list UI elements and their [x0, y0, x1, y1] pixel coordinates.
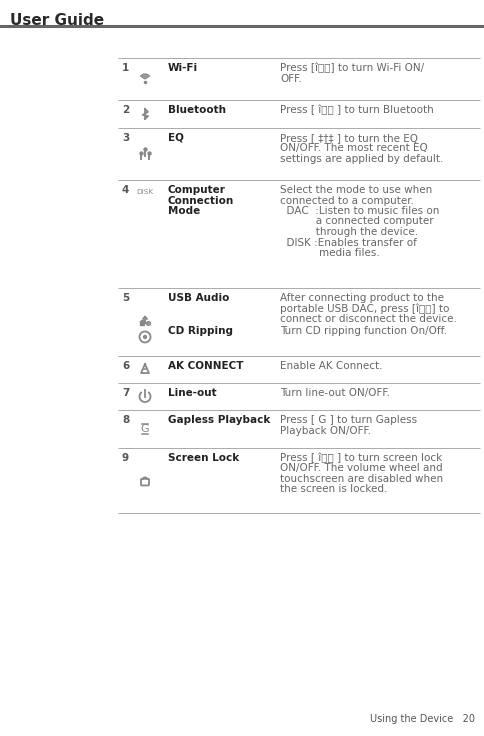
Text: connected to a computer.: connected to a computer.	[279, 196, 413, 205]
Text: After connecting product to the: After connecting product to the	[279, 293, 443, 303]
Text: G: G	[140, 423, 149, 434]
Text: Turn CD ripping function On/Off.: Turn CD ripping function On/Off.	[279, 326, 446, 336]
Text: Press [ ‡†‡ ] to turn the EQ: Press [ ‡†‡ ] to turn the EQ	[279, 133, 417, 143]
Text: Using the Device   20: Using the Device 20	[369, 714, 474, 724]
Text: 4: 4	[122, 185, 129, 195]
Text: a connected computer: a connected computer	[279, 216, 433, 227]
Text: ON/OFF. The most recent EQ: ON/OFF. The most recent EQ	[279, 144, 427, 154]
Text: Bluetooth: Bluetooth	[167, 105, 226, 115]
Text: USB Audio: USB Audio	[167, 293, 229, 303]
Text: media files.: media files.	[279, 248, 379, 258]
Text: Select the mode to use when: Select the mode to use when	[279, 185, 431, 195]
Text: 2: 2	[122, 105, 129, 115]
Text: Playback ON/OFF.: Playback ON/OFF.	[279, 425, 370, 436]
Text: Turn line-out ON/OFF.: Turn line-out ON/OFF.	[279, 388, 389, 398]
Text: Press [ î ] to turn screen lock: Press [ î ] to turn screen lock	[279, 453, 441, 464]
Text: Press [ î ] to turn Bluetooth: Press [ î ] to turn Bluetooth	[279, 105, 433, 116]
Text: 9: 9	[122, 453, 129, 463]
Text: DISK :Enables transfer of: DISK :Enables transfer of	[279, 238, 416, 247]
Text: ON/OFF. The volume wheel and: ON/OFF. The volume wheel and	[279, 464, 442, 473]
Text: 7: 7	[122, 388, 129, 398]
Text: Enable AK Connect.: Enable AK Connect.	[279, 361, 382, 371]
Text: settings are applied by default.: settings are applied by default.	[279, 154, 442, 164]
Text: Gapless Playback: Gapless Playback	[167, 415, 270, 425]
Text: through the device.: through the device.	[279, 227, 417, 237]
Text: Press [î] to turn Wi-Fi ON/: Press [î] to turn Wi-Fi ON/	[279, 63, 423, 74]
Text: Line-out: Line-out	[167, 388, 216, 398]
Text: Press [ G ] to turn Gapless: Press [ G ] to turn Gapless	[279, 415, 416, 425]
Text: 8: 8	[122, 415, 129, 425]
Text: portable USB DAC, press [î] to: portable USB DAC, press [î] to	[279, 303, 449, 314]
Text: User Guide: User Guide	[10, 13, 104, 28]
Text: 1: 1	[122, 63, 129, 73]
Text: Connection: Connection	[167, 196, 234, 205]
Text: 3: 3	[122, 133, 129, 143]
Text: Screen Lock: Screen Lock	[167, 453, 239, 463]
Text: EQ: EQ	[167, 133, 183, 143]
Text: 5: 5	[122, 293, 129, 303]
Text: touchscreen are disabled when: touchscreen are disabled when	[279, 474, 442, 484]
Text: 6: 6	[122, 361, 129, 371]
Text: Wi-Fi: Wi-Fi	[167, 63, 198, 73]
Text: DISK: DISK	[136, 189, 153, 195]
Text: Computer: Computer	[167, 185, 226, 195]
Text: the screen is locked.: the screen is locked.	[279, 484, 387, 495]
Text: AK CONNECT: AK CONNECT	[167, 361, 243, 371]
Text: connect or disconnect the device.: connect or disconnect the device.	[279, 314, 456, 324]
Text: CD Ripping: CD Ripping	[167, 326, 232, 336]
Text: Mode: Mode	[167, 206, 200, 216]
Text: OFF.: OFF.	[279, 74, 301, 83]
Text: DAC  :Listen to music files on: DAC :Listen to music files on	[279, 206, 439, 216]
